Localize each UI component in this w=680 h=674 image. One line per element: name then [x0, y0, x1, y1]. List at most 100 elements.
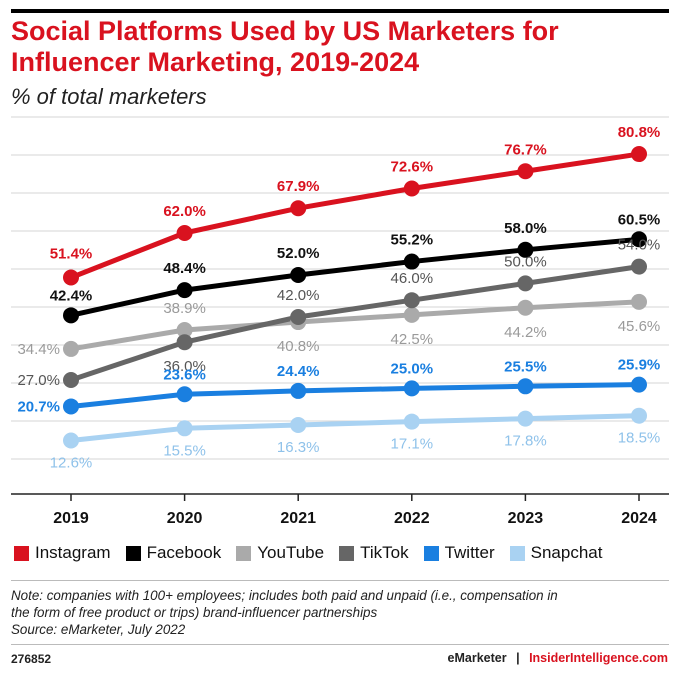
top-rule [11, 9, 669, 13]
data-label-tiktok: 46.0% [391, 270, 434, 287]
data-point-instagram [176, 225, 193, 241]
data-point-facebook [631, 231, 647, 248]
legend-label: Facebook [146, 543, 222, 562]
source-line: Source: eMarketer, July 2022 [11, 622, 186, 637]
brand-separator: | [516, 651, 520, 665]
legend-item-twitter[interactable]: Twitter [423, 543, 495, 563]
data-label-facebook: 42.4% [50, 287, 93, 304]
data-labels: 51.4% 62.0% 67.9% 72.6% 76.7% 80.8% 42.4% 48.4%… [17, 124, 660, 471]
data-point-twitter [63, 398, 79, 415]
data-label-instagram: 76.7% [504, 141, 547, 158]
data-point-tiktok [290, 309, 307, 325]
data-point-youtube [403, 306, 420, 323]
series-line-youtube [70, 299, 640, 352]
data-label-instagram: 80.8% [618, 124, 661, 141]
data-point-instagram [290, 200, 307, 217]
data-label-snapchat: 17.1% [391, 436, 434, 453]
series-lines [70, 151, 640, 443]
data-point-facebook [63, 307, 79, 324]
x-tick-label: 2022 [394, 510, 430, 527]
data-label-snapchat: 17.8% [504, 433, 547, 450]
data-point-twitter [290, 382, 307, 399]
data-point-snapchat [517, 410, 534, 427]
data-point-snapchat [403, 413, 420, 430]
data-label-instagram: 72.6% [391, 158, 434, 175]
data-point-tiktok [176, 334, 193, 351]
data-label-snapchat: 18.5% [618, 430, 661, 447]
legend-item-snapchat[interactable]: Snapchat [509, 543, 602, 563]
series-line-tiktok [70, 264, 640, 383]
chart-subtitle: % of total marketers [11, 84, 207, 109]
data-label-facebook: 55.2% [391, 232, 434, 249]
x-tick-label: 2020 [167, 510, 203, 527]
data-point-youtube [63, 340, 79, 357]
series-points [63, 146, 647, 449]
legend-item-youtube[interactable]: YouTube [236, 543, 324, 563]
data-point-tiktok [517, 275, 534, 292]
data-label-instagram: 51.4% [50, 246, 93, 263]
data-label-snapchat: 16.3% [277, 439, 320, 456]
data-point-instagram [631, 146, 647, 163]
x-axis: 2019 2020 2021 2022 2023 2024 [53, 494, 657, 527]
brand-insiderintelligence: InsiderIntelligence.com [529, 651, 668, 665]
data-label-facebook: 48.4% [163, 260, 206, 277]
brand-emarketer: eMarketer [447, 651, 507, 665]
footer-divider [11, 644, 669, 645]
chart-note: Note: companies with 100+ employees; inc… [11, 587, 673, 638]
data-label-instagram: 67.9% [277, 178, 320, 195]
data-point-facebook [290, 267, 307, 283]
x-tick-label: 2024 [621, 510, 657, 527]
data-point-facebook [176, 282, 193, 299]
note-line: Note: companies with 100+ employees; inc… [11, 588, 558, 603]
legend-item-instagram[interactable]: Instagram [14, 543, 111, 563]
data-label-twitter: 25.0% [391, 360, 434, 377]
data-point-twitter [176, 386, 193, 403]
data-label-twitter: 20.7% [17, 398, 60, 415]
data-point-instagram [517, 163, 534, 180]
data-point-youtube [517, 299, 534, 316]
data-label-youtube: 38.9% [163, 300, 206, 317]
data-point-snapchat [63, 432, 79, 449]
data-label-snapchat: 12.6% [50, 454, 93, 471]
legend-swatch [339, 545, 355, 561]
data-point-facebook [403, 253, 420, 270]
data-label-tiktok: 36.0% [163, 358, 206, 375]
chart-title: Social Platforms Used by US Marketers fo… [11, 16, 559, 77]
legend-swatch [125, 545, 141, 561]
footer-brand: eMarketer | InsiderIntelligence.com [448, 651, 668, 665]
x-tick-label: 2023 [508, 510, 544, 527]
legend-label: YouTube [257, 543, 325, 562]
data-label-twitter: 25.9% [618, 357, 661, 374]
data-point-snapchat [631, 407, 647, 424]
legend-item-tiktok[interactable]: TikTok [339, 543, 409, 563]
line-chart: 51.4% 62.0% 67.9% 72.6% 76.7% 80.8% 42.4% 48.4%… [11, 116, 669, 527]
data-label-tiktok: 42.0% [277, 287, 320, 304]
x-tick-label: 2019 [53, 510, 89, 527]
data-label-tiktok: 54.0% [618, 237, 661, 254]
legend-label: TikTok [360, 543, 409, 562]
legend-swatch [423, 545, 439, 561]
data-label-twitter: 24.4% [277, 363, 320, 380]
data-label-facebook: 60.5% [618, 211, 661, 228]
data-point-youtube [176, 322, 193, 339]
data-point-snapchat [176, 420, 193, 437]
legend-label: Twitter [444, 543, 495, 562]
data-label-snapchat: 15.5% [163, 442, 206, 459]
data-point-facebook [517, 241, 534, 258]
series-line-twitter [70, 382, 640, 409]
legend-swatch [14, 545, 29, 561]
data-label-youtube: 34.4% [17, 341, 60, 358]
legend-item-facebook[interactable]: Facebook [125, 543, 222, 563]
note-line: the form of free product or trips) brand… [11, 605, 378, 620]
series-line-facebook [70, 236, 640, 318]
data-label-twitter: 25.5% [504, 358, 547, 375]
legend: Instagram Facebook YouTube TikTok Twitte… [14, 543, 617, 563]
data-label-youtube: 40.8% [277, 338, 320, 355]
data-point-youtube [631, 293, 647, 310]
data-label-facebook: 52.0% [277, 245, 320, 262]
data-label-twitter: 23.6% [163, 366, 206, 383]
data-label-instagram: 62.0% [163, 203, 206, 220]
data-point-snapchat [290, 416, 307, 433]
data-point-instagram [403, 180, 420, 197]
legend-label: Instagram [35, 543, 111, 562]
